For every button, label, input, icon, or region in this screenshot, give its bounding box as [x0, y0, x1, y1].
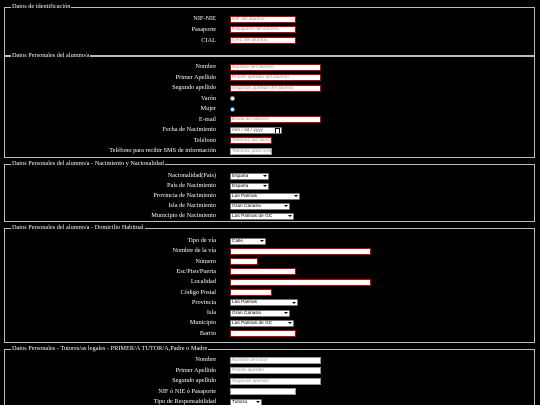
fieldset-legend: Datos Personales del alumno/a: [11, 51, 91, 61]
field-label: Código Postal: [180, 288, 216, 296]
field-label: Nombre de la vía: [172, 247, 216, 255]
fieldset-legend: Datos Personales del alumno/a - Nacimien…: [11, 159, 165, 169]
field-label: NIF ó NIE ó Pasaporte: [158, 387, 216, 395]
field-label: Pasaporte: [191, 25, 216, 33]
fieldset-legend: Datos Personales del alumno/a - Domicili…: [11, 223, 145, 233]
field-label: CIAL: [201, 36, 216, 44]
field-label: Provincia: [191, 298, 216, 306]
select-box[interactable]: Tutor/a: [230, 398, 262, 405]
text-input[interactable]: Email del alumno: [230, 116, 321, 123]
field-label: E-mail: [198, 115, 216, 123]
field-label: País de Nacimiento: [167, 182, 216, 190]
text-input[interactable]: [230, 258, 258, 266]
field-label: Tipo de Responsabilidad: [153, 398, 216, 405]
select-box[interactable]: Las Palmas: [230, 299, 298, 307]
select-box[interactable]: España: [230, 182, 269, 190]
field-label: NIF-NIE: [193, 15, 216, 22]
field-label: Varón: [200, 94, 216, 102]
fieldset-legend: Datos de identificación: [11, 2, 72, 12]
select-box[interactable]: Gran Canaria: [230, 309, 290, 317]
field-label: Nombre: [195, 356, 216, 363]
text-input[interactable]: [230, 388, 296, 396]
field-label: Teléfono para recibir SMS de información: [109, 147, 216, 154]
text-input[interactable]: [230, 247, 371, 255]
select-box[interactable]: Las Palmas de GC: [230, 212, 294, 220]
text-input[interactable]: [230, 289, 272, 296]
field-label: Nombre: [195, 63, 216, 70]
text-input[interactable]: Nombre del tutor: [230, 356, 321, 364]
select-box[interactable]: Gran Canaria: [230, 202, 290, 210]
text-input[interactable]: Primer apellido: [230, 367, 321, 375]
select-box[interactable]: Calle: [230, 237, 266, 245]
field-label: Isla: [206, 309, 216, 317]
field-label: Primer Apellido: [175, 73, 216, 81]
fieldset: Datos Personales del alumno/a Nombre Nombr…: [4, 51, 535, 158]
radio-button[interactable]: [230, 96, 235, 101]
field-label: Esc/Piso/Puerta: [176, 267, 216, 275]
field-label: Isla de Nacimiento: [168, 202, 216, 210]
text-input[interactable]: [230, 330, 296, 338]
text-input[interactable]: [230, 268, 296, 276]
text-input[interactable]: NIF del alumno: [230, 15, 296, 23]
fieldset-legend: Datos Personales - Tutores/as legales - …: [11, 344, 209, 354]
fieldset: Datos Personales - Tutores/as legales - …: [4, 344, 535, 405]
field-label: Municipio de Nacimiento: [151, 212, 216, 220]
field-label: Fecha de Nacimiento: [162, 126, 216, 133]
field-label: Localidad: [190, 278, 216, 286]
field-label: Segundo apellido: [172, 84, 216, 91]
text-input[interactable]: Primer apellido del alumno: [230, 74, 321, 81]
select-box[interactable]: España: [230, 172, 269, 180]
field-label: Provincia de Nacimiento: [153, 192, 216, 200]
field-label: Mujer: [200, 105, 216, 112]
field-label: Nacionalidad(País): [167, 172, 216, 179]
text-input[interactable]: CIAL del alumno: [230, 37, 296, 45]
field-label: Barrio: [199, 329, 216, 337]
field-label: Primer Apellido: [175, 366, 216, 374]
field-label: Número: [195, 257, 216, 265]
radio-button[interactable]: [230, 106, 235, 112]
select-box[interactable]: Las Palmas: [230, 192, 300, 200]
text-input[interactable]: Pasaporte del alumno: [230, 26, 296, 34]
field-label: Teléfono: [193, 136, 216, 144]
field-label: Tipo de vía: [187, 237, 216, 244]
date-input[interactable]: mm / dd / yyyy: [230, 126, 282, 134]
fieldset: Datos Personales del alumno/a - Nacimien…: [4, 159, 535, 222]
text-input[interactable]: Segundo apellido del alumno: [230, 84, 321, 92]
text-input[interactable]: Nombre del alumno: [230, 63, 321, 71]
text-input[interactable]: Teléfono para recibir SMS: [230, 147, 272, 155]
select-box[interactable]: Las Palmas de GC: [230, 319, 294, 327]
fieldset: Datos de identificación NIF-NIE NIF del al…: [4, 2, 535, 56]
text-input[interactable]: Teléfono del alumno: [230, 137, 272, 144]
field-label: Segundo apellido: [172, 377, 216, 385]
text-input[interactable]: Segundo apellido: [230, 377, 321, 385]
field-label: Municipio: [189, 319, 216, 327]
text-input[interactable]: [230, 278, 371, 286]
fieldset: Datos Personales del alumno/a - Domicili…: [4, 223, 535, 343]
